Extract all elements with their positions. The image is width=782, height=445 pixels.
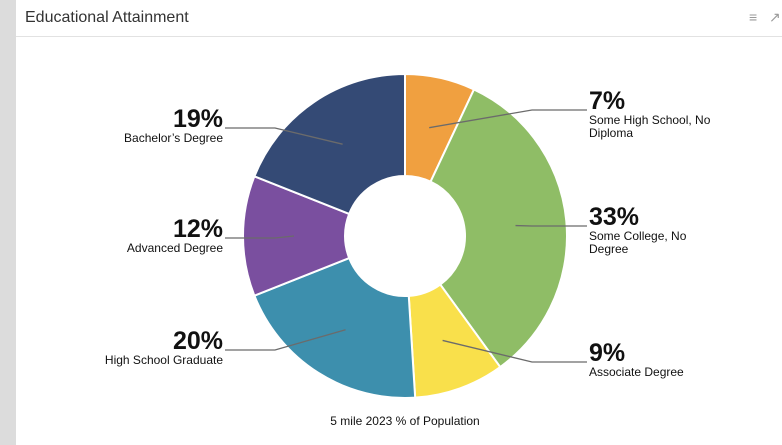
list-icon[interactable]: ≡ — [749, 9, 758, 25]
category-label: Degree — [589, 242, 629, 256]
category-label: Bachelor’s Degree — [124, 131, 223, 145]
panel-title: Educational Attainment — [25, 9, 189, 26]
percent-label: 19% — [173, 105, 223, 133]
category-label: Some High School, No — [589, 113, 711, 127]
category-label: Diploma — [589, 126, 633, 140]
leader-line — [225, 127, 343, 145]
category-label: Associate Degree — [589, 365, 684, 379]
percent-label: 33% — [589, 203, 639, 231]
chart-caption: 5 mile 2023 % of Population — [330, 414, 479, 428]
leader-line — [225, 235, 295, 239]
percent-label: 9% — [589, 339, 625, 367]
percent-label: 7% — [589, 87, 625, 115]
category-label: Advanced Degree — [127, 241, 223, 255]
leader-line — [442, 339, 587, 363]
category-label: High School Graduate — [105, 353, 223, 367]
slice-some-college-no-degree[interactable] — [429, 88, 568, 369]
panel-header: Educational Attainment ≡ ↗ — [16, 0, 782, 37]
slice-bachelor-s-degree[interactable] — [253, 72, 406, 216]
leader-line — [225, 329, 346, 351]
category-label: Some College, No — [589, 229, 687, 243]
leader-line — [429, 109, 587, 129]
percent-label: 20% — [173, 327, 223, 355]
percent-label: 12% — [173, 215, 223, 243]
expand-icon[interactable]: ↗ — [769, 9, 781, 25]
slice-high-school-graduate[interactable] — [253, 256, 417, 399]
